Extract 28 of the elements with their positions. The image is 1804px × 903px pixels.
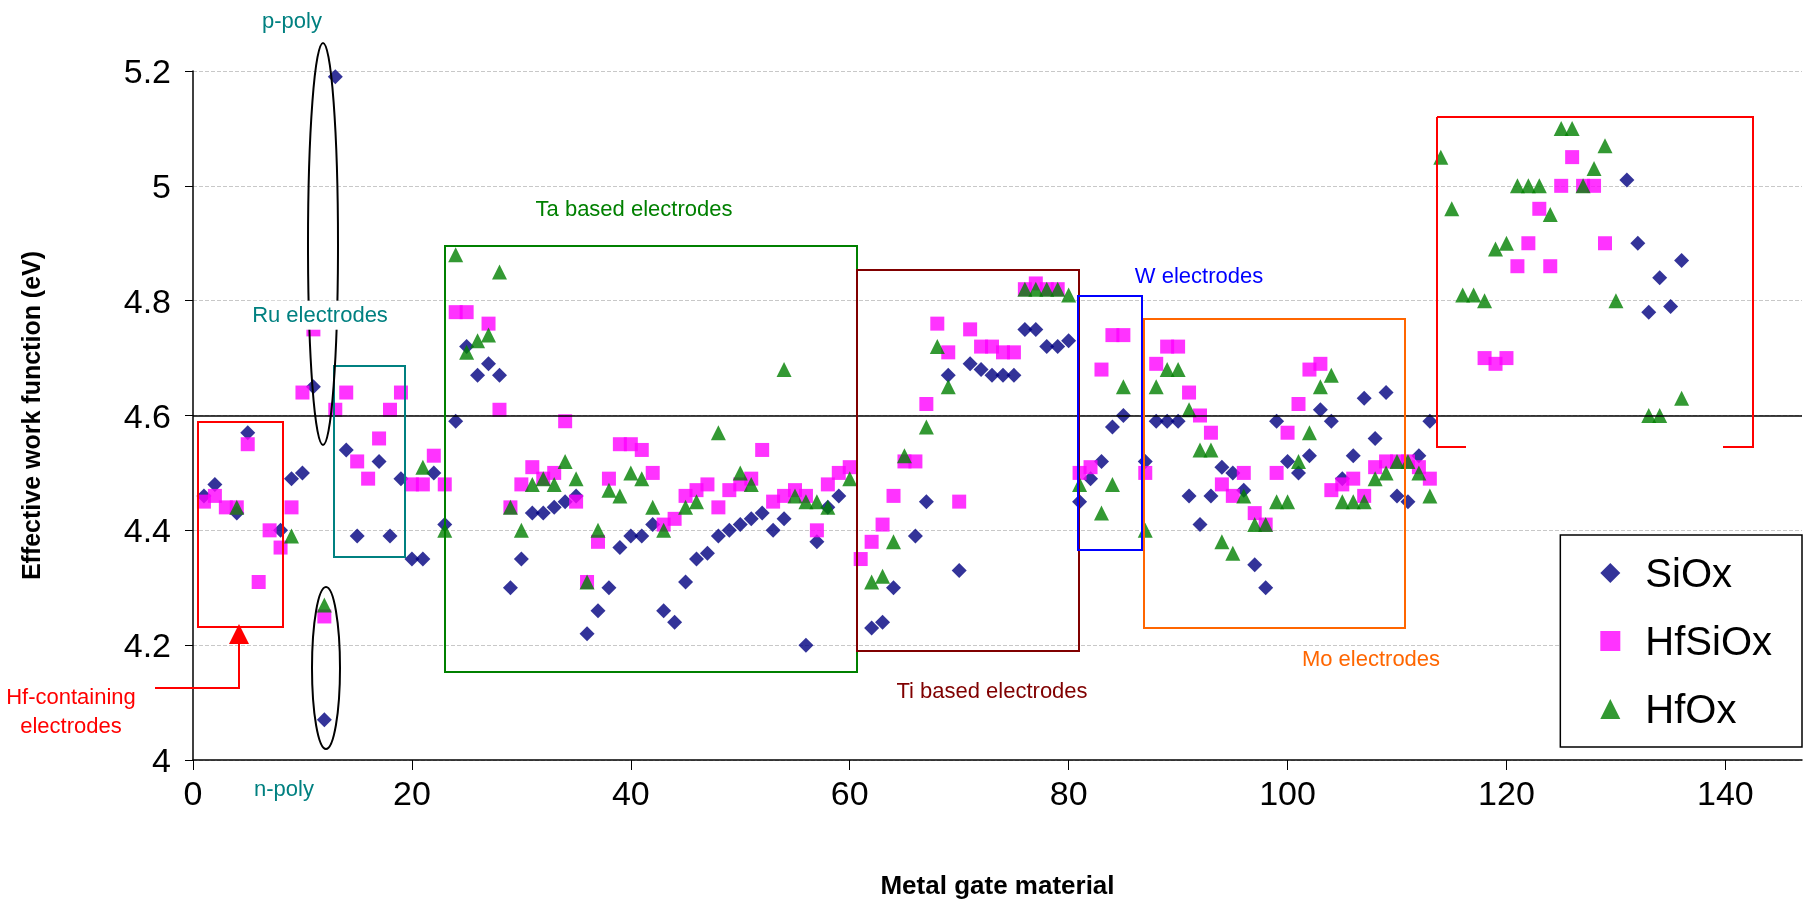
legend-label: HfSiOx (1645, 619, 1773, 663)
legend-label: HfOx (1645, 687, 1737, 731)
y-tick-label: 4.2 (123, 626, 171, 665)
text: n-poly (254, 774, 314, 803)
y-axis-title: Effective work function (eV) (16, 250, 45, 581)
x-tick-label: 0 (183, 774, 203, 812)
x-tick-label: 20 (393, 774, 431, 812)
annotation: Ti based electrodes (896, 676, 1088, 705)
y-tick-label: 4.4 (123, 511, 171, 550)
annotation: Mo electrodes (1301, 644, 1441, 673)
y-tick-label: 4 (152, 741, 171, 779)
y-tick-label: 5 (152, 166, 171, 205)
x-tick-label: 40 (611, 774, 650, 812)
annotation: Ru electrodes (250, 300, 390, 330)
text: p-poly (262, 6, 322, 35)
x-tick-label: 60 (830, 774, 869, 812)
x-tick-label: 120 (1478, 774, 1535, 812)
legend-label: SiOx (1645, 551, 1733, 595)
x-axis-title: Metal gate material (880, 870, 1115, 900)
x-tick-label: 140 (1697, 774, 1754, 812)
y-tick-label: 5.2 (123, 52, 171, 90)
annotation: W electrodes (1134, 261, 1264, 290)
x-tick-label: 80 (1049, 774, 1088, 812)
x-tick-label: 100 (1259, 774, 1316, 812)
annotation: Ta based electrodes (535, 194, 733, 223)
y-tick-label: 4.6 (123, 396, 171, 435)
text: Hf-containing electrodes (6, 683, 136, 740)
y-tick-label: 4.8 (123, 281, 171, 320)
